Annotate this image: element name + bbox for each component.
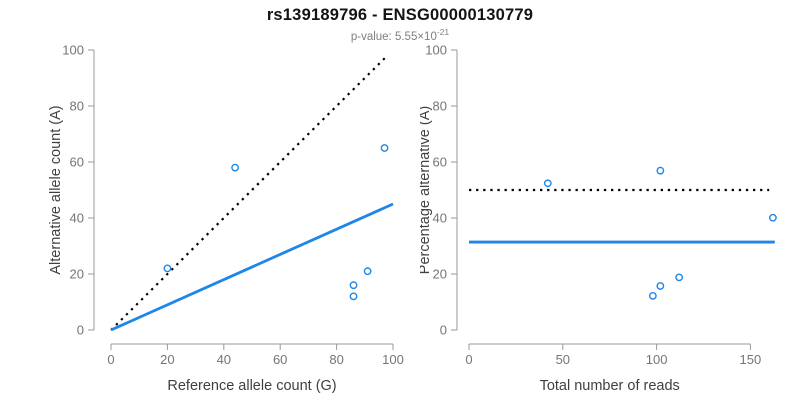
- data-point: [656, 282, 665, 290]
- data-point: [543, 179, 552, 188]
- data-point: [648, 291, 657, 300]
- x-tick-label: 150: [740, 352, 762, 367]
- x-tick-label: 20: [160, 352, 174, 367]
- x-axis-title: Reference allele count (G): [167, 378, 336, 394]
- x-tick-label: 100: [646, 352, 668, 367]
- left-scatter-plot: 0 20 40 60 80 100 Reference allele count (G) 0 2…: [48, 43, 404, 395]
- identity-line: [110, 56, 387, 331]
- data-point: [163, 264, 172, 273]
- x-tick-label: 60: [273, 352, 287, 367]
- x-tick-label: 0: [107, 352, 114, 367]
- y-tick-label: 100: [425, 43, 447, 58]
- pvalue-text: p-value: 5.55×10: [350, 30, 437, 43]
- fit-line: [110, 202, 394, 332]
- figure-header: rs139189796 - ENSG00000130779 p-value: 5…: [0, 0, 800, 43]
- right-scatter-plot: 0 50 100 150 Total number of reads 0 20 40 60 80 1…: [420, 43, 777, 394]
- data-point: [675, 273, 684, 282]
- data-point: [656, 166, 665, 175]
- y-tick-label: 100: [62, 43, 84, 58]
- data-point: [349, 292, 358, 301]
- y-tick-label: 80: [433, 99, 447, 114]
- data-point: [363, 267, 372, 276]
- y-tick-label: 20: [433, 267, 447, 282]
- x-tick-label: 50: [556, 352, 570, 367]
- y-tick-label: 60: [70, 155, 84, 170]
- data-point: [380, 144, 389, 152]
- y-tick-label: 40: [433, 211, 447, 226]
- data-point: [349, 281, 358, 290]
- data-point: [769, 213, 777, 222]
- x-tick-label: 100: [382, 352, 404, 367]
- y-tick-label: 40: [70, 211, 84, 226]
- y-axis-title: Percentage alternative (A): [420, 106, 433, 274]
- y-axis-title: Alternative allele count (A): [48, 105, 64, 274]
- data-point: [231, 163, 239, 172]
- x-tick-label: 80: [329, 352, 343, 367]
- pvalue-subtitle: p-value: 5.55×10-21: [0, 27, 800, 43]
- y-tick-label: 20: [70, 267, 84, 282]
- pvalue-exponent: -21: [436, 27, 450, 37]
- y-tick-label: 0: [77, 323, 84, 338]
- figure-title: rs139189796 - ENSG00000130779: [266, 6, 534, 24]
- x-axis-title: Total number of reads: [540, 378, 680, 394]
- y-tick-label: 80: [70, 99, 84, 114]
- x-tick-label: 40: [217, 352, 231, 367]
- x-tick-label: 0: [465, 352, 472, 367]
- y-tick-label: 60: [433, 155, 447, 170]
- y-tick-label: 0: [440, 323, 447, 338]
